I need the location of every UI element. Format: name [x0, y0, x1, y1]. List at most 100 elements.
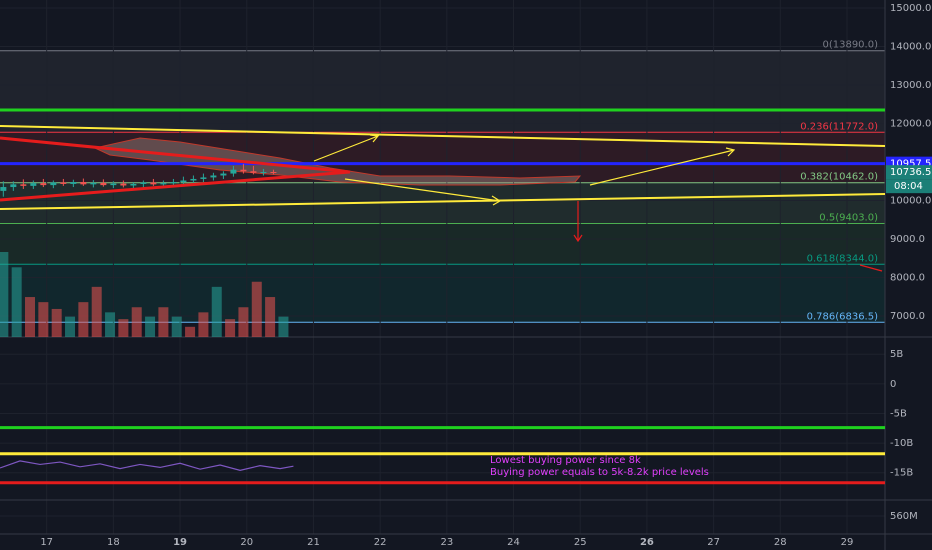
candle-body: [20, 184, 27, 186]
volume-bar: [0, 252, 9, 337]
candle-body: [50, 182, 57, 186]
x-tick-label: 28: [774, 537, 787, 548]
candle-body: [60, 182, 67, 184]
candle-body: [160, 183, 167, 185]
y-tick-label: 10000.0: [890, 196, 931, 207]
y-tick-label: -5B: [890, 408, 907, 419]
candle-body: [0, 187, 7, 191]
y-tick-label: 560M: [890, 511, 918, 522]
candle-body: [40, 183, 47, 186]
volume-bar: [238, 307, 249, 337]
candle-body: [190, 178, 197, 181]
candle-body: [270, 172, 277, 174]
y-tick-label: 5B: [890, 349, 903, 360]
x-tick-label: 18: [107, 537, 120, 548]
trendline: [0, 136, 351, 174]
volume-bar: [131, 307, 142, 337]
candle-body: [130, 183, 137, 186]
candle-body: [140, 182, 147, 184]
price-flag-label: 10957.5: [890, 159, 931, 170]
y-tick-label: 14000.0: [890, 42, 931, 53]
candle-body: [250, 171, 257, 173]
volume-bar: [251, 281, 262, 337]
price-flag-label: 10736.5: [890, 167, 931, 178]
indicator-line: [0, 460, 294, 471]
x-tick-label: 26: [640, 537, 654, 548]
candle-body: [100, 182, 107, 186]
x-tick-label: 27: [707, 537, 720, 548]
candle-body: [10, 184, 17, 188]
fib-label: 0.5(9403.0): [819, 212, 878, 223]
trendline: [0, 170, 351, 202]
fib-label: 0.618(8344.0): [807, 253, 879, 264]
y-tick-label: 0: [890, 379, 896, 390]
y-tick-label: 8000.0: [890, 273, 925, 284]
candle-body: [180, 180, 187, 183]
volume-bar: [51, 308, 62, 337]
x-tick-label: 25: [574, 537, 587, 548]
fib-label: 0.786(6836.5): [807, 311, 879, 322]
volume-bar: [25, 297, 36, 337]
candle-body: [240, 169, 247, 172]
y-tick-label: 9000.0: [890, 234, 925, 245]
arrow: [344, 178, 502, 206]
fib-label: 0.382(10462.0): [800, 172, 878, 183]
candle-body: [210, 175, 217, 178]
arrows: [313, 134, 736, 206]
fib-band: [0, 223, 885, 265]
volume-bar: [145, 316, 156, 337]
candle-body: [230, 169, 237, 174]
volume-bar: [265, 297, 276, 337]
fib-label: 0(13890.0): [822, 40, 878, 51]
trendline: [0, 193, 886, 210]
volume-bar: [105, 312, 116, 337]
y-tick-label: -10B: [890, 438, 913, 449]
volume-bar: [211, 286, 222, 337]
volume-bar: [11, 267, 22, 337]
candle-body: [90, 182, 97, 185]
x-tick-label: 21: [307, 537, 320, 548]
y-tick-label: 12000.0: [890, 119, 931, 130]
countdown-flag: [886, 179, 932, 194]
volume-bar: [91, 286, 102, 337]
drawing: [859, 264, 883, 272]
y-tick-label: 13000.0: [890, 80, 931, 91]
volume-bar: [171, 316, 182, 337]
x-tick-label: 24: [507, 537, 520, 548]
volume-bar: [198, 312, 209, 337]
y-tick-label: 7000.0: [890, 311, 925, 322]
fib-band: [0, 132, 885, 183]
volume-bar: [278, 316, 289, 337]
arrow: [573, 201, 583, 243]
volume-bar: [158, 307, 169, 337]
candle-body: [260, 172, 267, 174]
candle-body: [200, 177, 207, 179]
volume-bar: [225, 319, 236, 337]
y-tick-label: 15000.0: [890, 3, 931, 14]
annotation: Buying power equals to 5k-8.2k price lev…: [490, 467, 709, 478]
candle-body: [70, 182, 77, 184]
candle-body: [120, 183, 127, 186]
candle-body: [80, 182, 87, 185]
arrow: [313, 134, 380, 162]
y-tick-label: -15B: [890, 468, 913, 479]
trendline: [0, 125, 886, 147]
x-tick-label: 17: [40, 537, 53, 548]
fib-band: [0, 50, 885, 133]
x-tick-label: 19: [173, 537, 187, 548]
candle-body: [110, 183, 117, 186]
price-flag: [886, 165, 932, 180]
volume-bar: [185, 326, 196, 337]
candle-body: [220, 173, 227, 176]
arrow: [589, 147, 736, 186]
x-tick-label: 29: [841, 537, 854, 548]
candle-body: [30, 183, 37, 186]
countdown-label: 08:04: [894, 181, 923, 192]
volume-bar: [65, 316, 76, 337]
x-tick-label: 20: [240, 537, 253, 548]
ichimoku-cloud: [93, 137, 582, 186]
volume-bar: [118, 319, 129, 337]
candle-body: [150, 182, 157, 185]
